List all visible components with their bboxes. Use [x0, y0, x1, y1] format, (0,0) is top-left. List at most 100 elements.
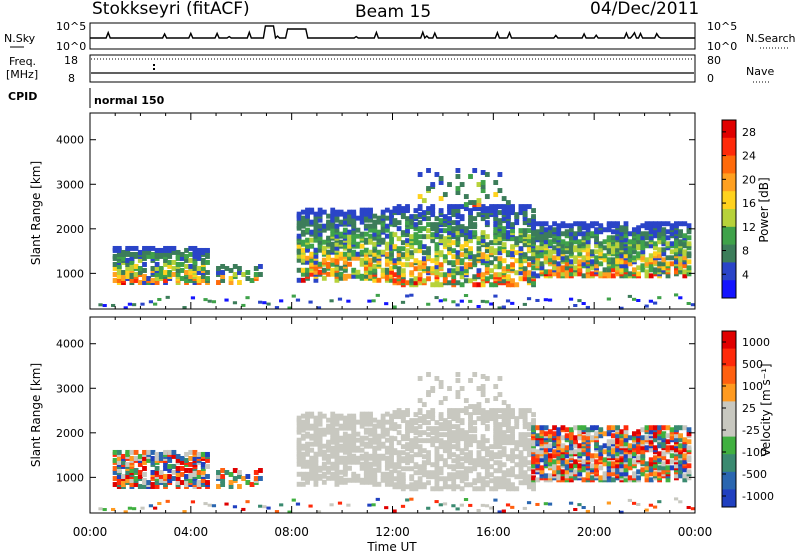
velocity-cell — [573, 508, 578, 512]
velocity-cell — [417, 452, 423, 458]
power-cell — [309, 261, 315, 267]
power-cell — [493, 248, 499, 254]
power-cell — [526, 270, 532, 276]
velocity-cell — [493, 396, 499, 402]
velocity-cell — [627, 498, 632, 502]
velocity-cell — [203, 502, 208, 506]
velocity-cell — [484, 398, 490, 404]
velocity-cell — [133, 455, 139, 461]
power-cell — [413, 266, 419, 272]
velocity-cell — [480, 503, 485, 507]
power-cell — [368, 273, 373, 279]
power-cell — [417, 220, 423, 226]
velocity-cell — [644, 445, 650, 451]
velocity-cell — [305, 411, 310, 417]
power-cell — [321, 223, 327, 229]
velocity-cell — [359, 461, 365, 467]
power-cell — [442, 228, 448, 234]
power-colorbar-label: Power [dB] — [757, 177, 771, 242]
freq-outlier-1 — [153, 64, 155, 66]
velocity-cell — [514, 462, 520, 468]
velocity-cell — [409, 418, 415, 424]
velocity-cell — [305, 431, 310, 437]
velocity-cell — [363, 435, 369, 441]
velocity-cell — [631, 431, 637, 437]
velocity-cell — [606, 445, 612, 451]
power-cell — [573, 259, 578, 265]
power-cell — [531, 214, 536, 220]
power-cell — [205, 260, 210, 265]
power-cell — [476, 236, 482, 242]
power-cell — [652, 301, 658, 305]
velocity-cell — [150, 470, 156, 475]
power-cell — [564, 223, 570, 229]
velocity-cell — [296, 423, 302, 429]
power-cell — [505, 212, 511, 218]
power-cell — [392, 206, 398, 212]
power-cell — [514, 236, 520, 242]
power-cell — [359, 219, 365, 225]
velocity-cell — [610, 477, 616, 483]
velocity-cell — [137, 461, 143, 467]
power-cell — [368, 239, 373, 245]
velocity-cell — [372, 471, 378, 477]
velocity-cell — [355, 419, 361, 425]
power-cell — [396, 280, 402, 286]
velocity-cell — [661, 465, 667, 471]
velocity-cell — [220, 482, 226, 487]
power-cell — [351, 273, 357, 279]
power-cell — [451, 278, 457, 284]
power-cell — [228, 268, 234, 273]
power-cell — [573, 271, 578, 277]
power-cell — [493, 222, 499, 228]
noise-left-label: N.Sky — [4, 32, 36, 45]
power-cell — [648, 257, 654, 263]
velocity-cell — [342, 455, 348, 461]
power-cell — [577, 259, 583, 265]
power-cell — [547, 233, 553, 239]
velocity-cell — [417, 416, 423, 422]
power-cell — [547, 249, 553, 255]
power-cell — [228, 276, 234, 281]
velocity-cell — [380, 441, 386, 447]
velocity-cell — [413, 412, 419, 418]
power-cell — [526, 246, 532, 252]
power-cell — [116, 270, 122, 275]
power-cell — [514, 282, 520, 288]
velocity-cell — [678, 437, 683, 443]
colorbar-swatch — [722, 226, 736, 246]
velocity-cell — [338, 459, 344, 465]
power-cell — [602, 239, 608, 245]
velocity-cell — [514, 474, 520, 480]
velocity-cell — [526, 501, 532, 505]
power-cell — [305, 207, 310, 213]
velocity-cell — [678, 465, 683, 471]
velocity-cell — [648, 471, 654, 477]
power-cell — [476, 240, 482, 246]
power-cell — [192, 266, 198, 271]
power-cell — [497, 240, 503, 246]
power-cell — [497, 306, 502, 310]
power-cell — [472, 254, 478, 260]
velocity-cell — [514, 444, 520, 450]
velocity-cell — [291, 498, 296, 502]
power-cell — [326, 213, 331, 219]
velocity-cell — [468, 482, 473, 488]
power-cell — [594, 221, 599, 227]
velocity-cell — [121, 459, 126, 465]
power-cell — [661, 257, 667, 263]
velocity-cell — [321, 443, 327, 449]
velocity-cell — [434, 464, 440, 470]
velocity-cell — [125, 474, 131, 479]
velocity-cell — [296, 427, 302, 433]
power-cell — [305, 271, 310, 277]
velocity-cell — [216, 470, 221, 475]
velocity-cell — [682, 459, 688, 465]
power-cell — [405, 262, 410, 268]
velocity-cell — [451, 408, 457, 414]
velocity-cell — [351, 459, 357, 465]
power-cell — [463, 268, 469, 274]
velocity-cell — [690, 507, 695, 511]
power-cell — [669, 261, 675, 267]
